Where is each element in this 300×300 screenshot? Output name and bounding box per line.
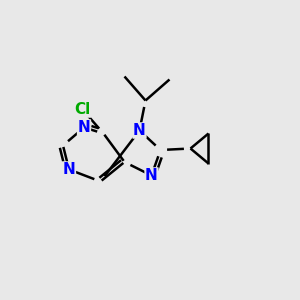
Text: N: N xyxy=(63,162,75,177)
Text: N: N xyxy=(133,123,146,138)
Text: Cl: Cl xyxy=(74,102,91,117)
Text: N: N xyxy=(78,120,90,135)
Text: N: N xyxy=(145,168,158,183)
